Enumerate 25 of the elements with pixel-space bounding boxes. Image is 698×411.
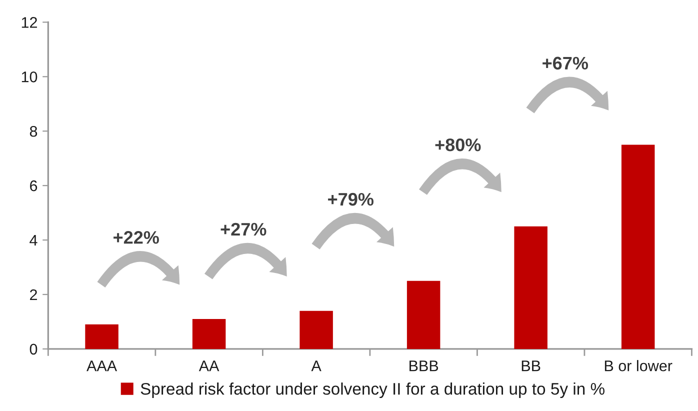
x-tick-label: AAA	[86, 360, 118, 372]
y-tick-label: 4	[30, 235, 38, 246]
x-tick-label: BB	[522, 360, 540, 372]
y-tick-label: 10	[22, 72, 38, 82]
y-tick-label: 8	[30, 126, 38, 137]
annotation: +80%	[435, 138, 481, 152]
legend-label: Spread risk factor under solvency II for a duration up to 5y in %	[140, 382, 604, 398]
bar	[192, 318, 226, 349]
bar	[514, 226, 548, 349]
y-tick-label: 12	[22, 17, 37, 28]
y-tick-label: 6	[30, 180, 38, 192]
bar	[300, 310, 333, 349]
bar	[406, 280, 440, 349]
annotation: +79%	[328, 192, 374, 206]
bar	[621, 144, 655, 349]
annotation: +67%	[542, 56, 588, 70]
x-tick-label: B or lower	[604, 360, 672, 372]
x-tick-label: AA	[198, 360, 220, 372]
y-tick-label: 0	[30, 344, 38, 355]
annotation: +27%	[220, 222, 266, 236]
x-tick-label: BBB	[410, 360, 438, 372]
x-tick-label: A	[311, 360, 322, 372]
annotation: +22%	[114, 231, 159, 244]
y-tick-label: 2	[30, 289, 37, 300]
bar	[85, 324, 118, 349]
